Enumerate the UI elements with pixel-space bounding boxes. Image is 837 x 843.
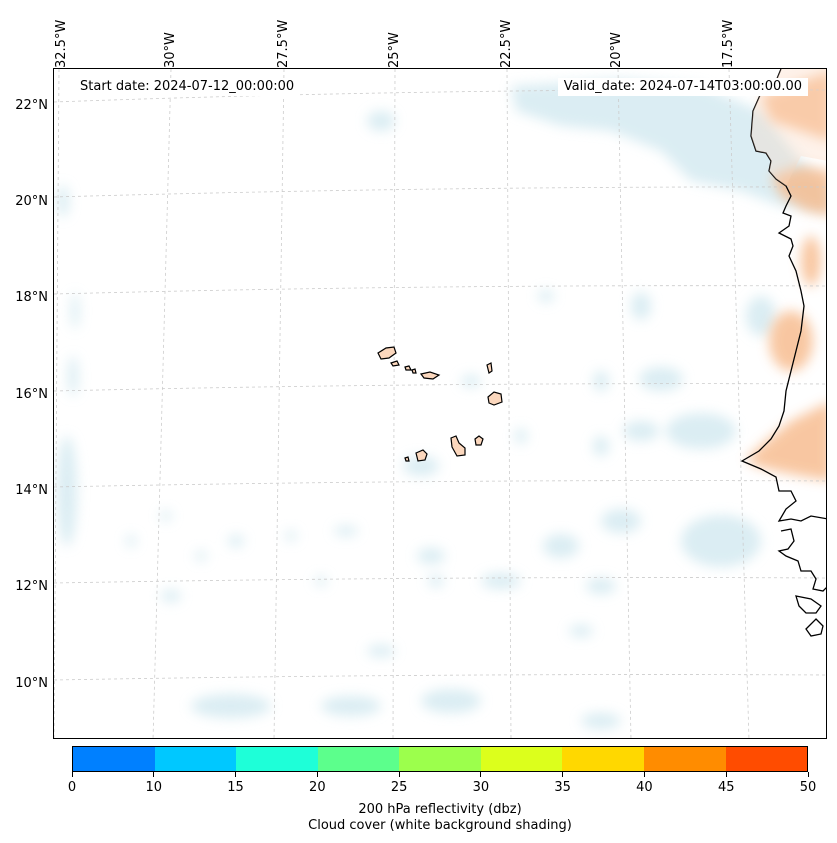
lon-label-20w: 20°W <box>609 32 624 68</box>
cloud-cover-shading <box>57 79 826 729</box>
colorbar-tick <box>153 772 155 777</box>
colorbar-label: 200 hPa reflectivity (dbz) <box>358 802 522 817</box>
colorbar-segment-0-10 <box>73 747 155 771</box>
colorbar-segment-40-45 <box>643 747 726 771</box>
lon-label-32-5w: 32.5°W <box>54 19 69 68</box>
colorbar-tick <box>398 772 400 777</box>
map-canvas <box>54 69 826 738</box>
colorbar-tick-label: 35 <box>554 780 571 795</box>
colorbar-tick <box>235 772 237 777</box>
colorbar-tick <box>725 772 727 777</box>
colorbar-tick <box>643 772 645 777</box>
colorbar-tick <box>562 772 564 777</box>
valid-date-label: Valid_date: 2024-07-14T03:00:00.00 <box>557 78 808 96</box>
colorbar-tick-label: 0 <box>67 780 77 795</box>
start-date-label: Start date: 2024-07-12_00:00:00 <box>74 78 301 96</box>
lat-label-14n: 14°N <box>15 483 48 498</box>
lon-label-17-5w: 17.5°W <box>721 19 736 68</box>
colorbar-segment-35-40 <box>562 747 644 771</box>
lat-label-18n: 18°N <box>15 290 48 305</box>
cape-verde-islands <box>377 346 503 462</box>
colorbar-segment-10-15 <box>154 747 237 771</box>
reflectivity-colorbar <box>72 746 808 772</box>
lon-label-27-5w: 27.5°W <box>276 19 291 68</box>
reflectivity-shading <box>746 72 826 481</box>
lat-label-16n: 16°N <box>15 387 48 402</box>
lon-label-30w: 30°W <box>163 32 178 68</box>
lat-label-10n: 10°N <box>15 676 48 691</box>
colorbar-tick-label: 15 <box>227 780 244 795</box>
lon-label-25w: 25°W <box>387 32 402 68</box>
colorbar-tick-label: 45 <box>717 780 735 795</box>
colorbar-sublabel: Cloud cover (white background shading) <box>308 818 572 833</box>
colorbar-tick <box>807 772 809 777</box>
colorbar-segment-45-50 <box>725 747 808 771</box>
colorbar-tick-label: 30 <box>472 780 490 795</box>
colorbar-tick <box>71 772 73 777</box>
colorbar-segment-25-30 <box>399 747 481 771</box>
lat-label-20n: 20°N <box>15 194 48 209</box>
map-panel[interactable]: Start date: 2024-07-12_00:00:00 Valid_da… <box>53 68 827 739</box>
lon-label-22-5w: 22.5°W <box>499 19 514 68</box>
colorbar-tick-label: 20 <box>309 780 326 795</box>
colorbar-tick-label: 10 <box>145 780 163 795</box>
colorbar-segment-20-25 <box>317 747 400 771</box>
colorbar-segment-30-35 <box>480 747 563 771</box>
colorbar-tick-label: 50 <box>799 780 817 795</box>
colorbar-tick <box>316 772 318 777</box>
mainland-land-fill <box>751 69 826 186</box>
lat-label-12n: 12°N <box>15 579 48 594</box>
colorbar-tick-label: 40 <box>636 780 653 795</box>
colorbar-tick-label: 25 <box>390 780 408 795</box>
graticule <box>54 69 826 738</box>
colorbar-segment-15-20 <box>236 747 318 771</box>
lat-label-22n: 22°N <box>15 98 48 113</box>
colorbar-tick <box>480 772 482 777</box>
african-coastline <box>740 69 826 637</box>
